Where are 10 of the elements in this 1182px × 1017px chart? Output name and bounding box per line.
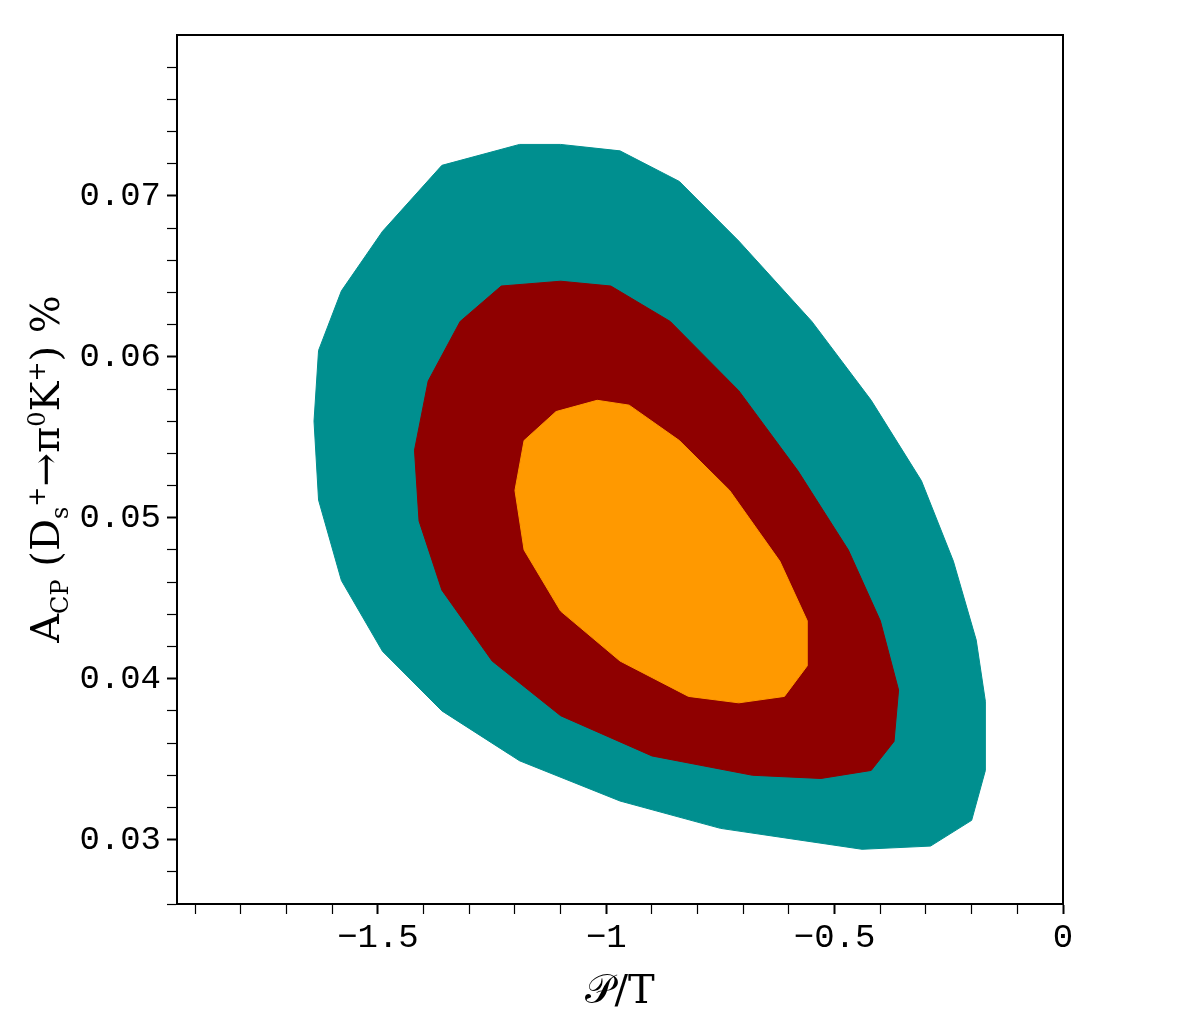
y-tick-label: 0.07 — [79, 176, 161, 215]
x-tick-label: −0.5 — [793, 919, 876, 958]
x-tick-label: −1.5 — [337, 919, 419, 958]
x-tick-label: 0 — [1052, 919, 1074, 958]
y-tick-label: 0.06 — [79, 337, 161, 376]
x-axis-title: 𝒫/T — [585, 966, 655, 1013]
y-tick-label: 0.03 — [79, 820, 161, 859]
x-tick-label: −1 — [585, 919, 627, 958]
y-tick-label: 0.04 — [79, 659, 161, 698]
y-tick-label: 0.05 — [79, 498, 161, 537]
